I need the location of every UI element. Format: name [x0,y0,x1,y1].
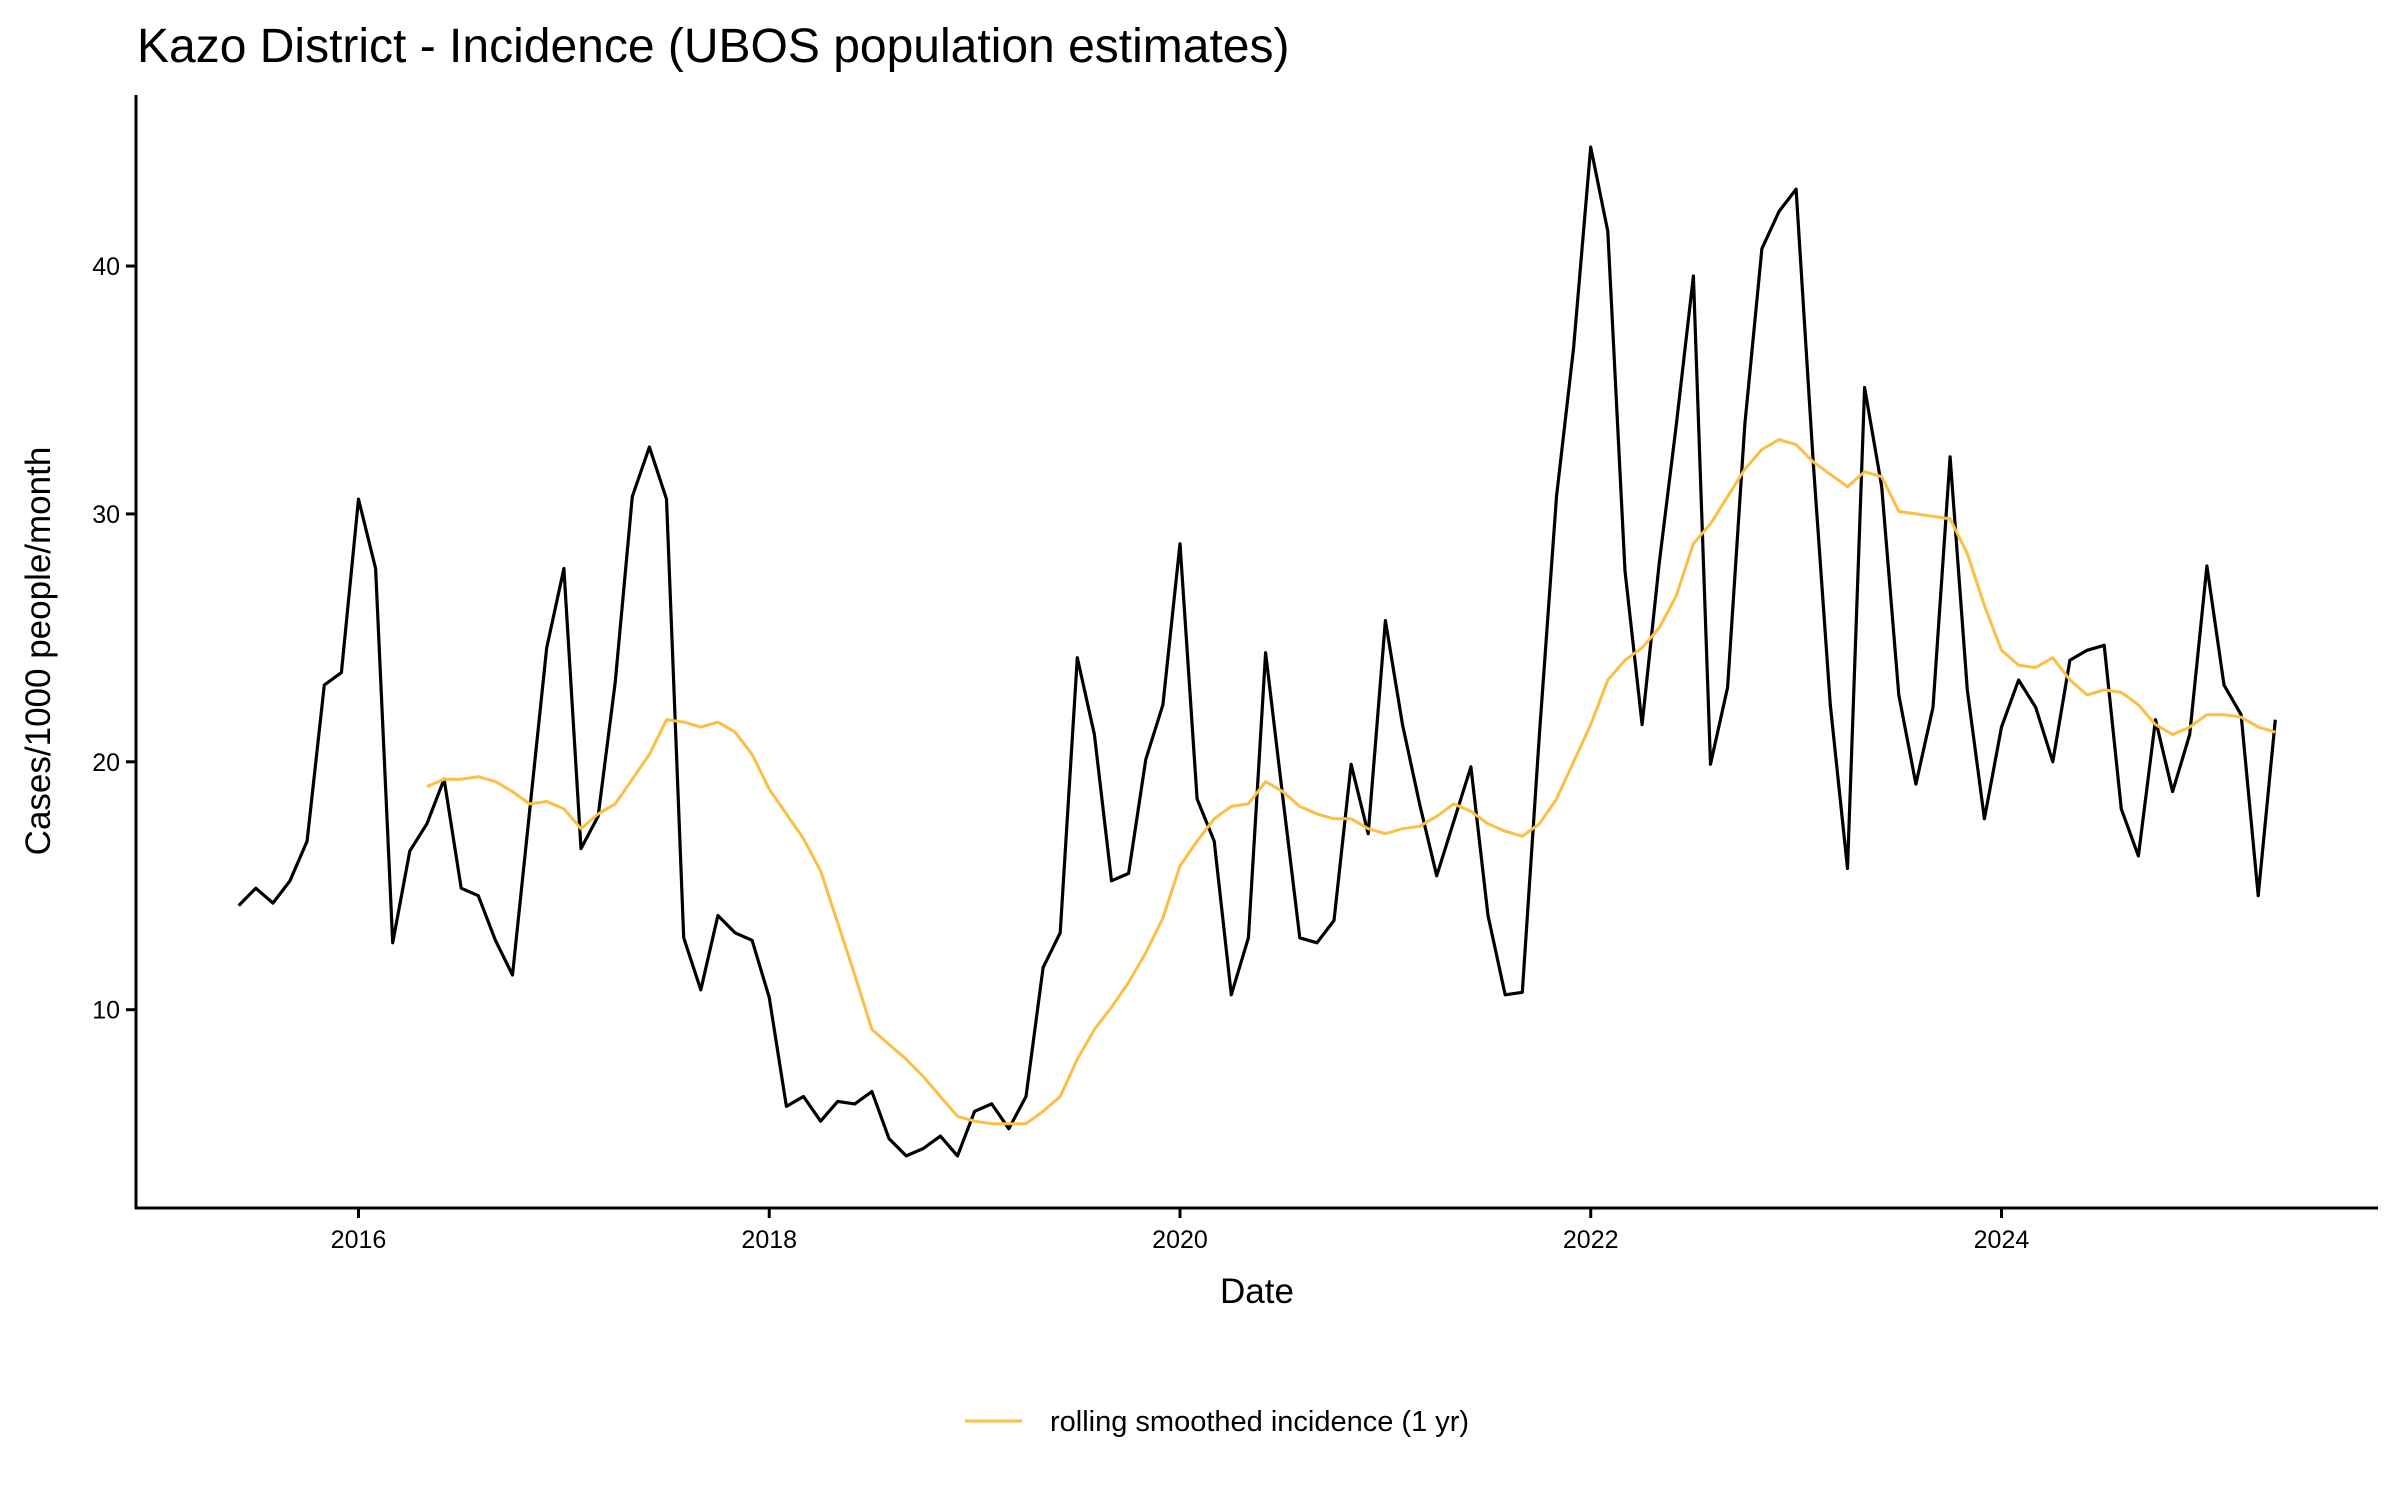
plot-area [237,145,2277,1158]
x-axis-title: Date [1220,1272,1294,1311]
x-tick-label: 2020 [1152,1226,1208,1254]
series-line-incidence [237,145,2277,1158]
x-tick-label: 2018 [741,1226,797,1254]
y-tick-label: 20 [92,749,120,777]
x-axis-ticks: 2016 2018 2020 2022 2024 [331,1208,2030,1254]
y-tick-label: 10 [92,997,120,1025]
y-axis-title: Cases/1000 people/month [19,447,58,856]
y-tick-label: 30 [92,501,120,529]
x-tick-label: 2016 [331,1226,387,1254]
x-tick-label: 2024 [1974,1226,2030,1254]
series-line-smoothed [426,438,2276,1126]
x-tick-label: 2022 [1563,1226,1619,1254]
chart-title: Kazo District - Incidence (UBOS populati… [137,20,1289,73]
legend: rolling smoothed incidence (1 yr) [965,1406,1469,1438]
y-axis-ticks: 10 20 30 40 [92,253,136,1025]
y-tick-label: 40 [92,253,120,281]
legend-label-smoothed: rolling smoothed incidence (1 yr) [1050,1406,1469,1438]
